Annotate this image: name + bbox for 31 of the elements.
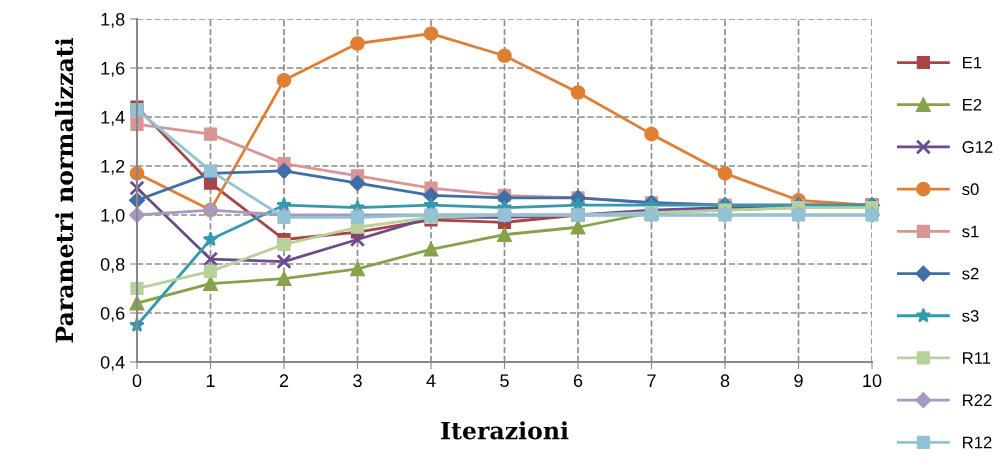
- legend-label: R22: [963, 394, 992, 406]
- x-tick-label: 5: [500, 374, 509, 388]
- y-tick-label: 1,0: [101, 208, 125, 224]
- x-tick-label: 4: [426, 374, 436, 387]
- legend-label: E2: [963, 98, 982, 111]
- legend-label: R12: [963, 436, 992, 449]
- y-tick-label: 0,6: [100, 306, 125, 322]
- legend-label: s0: [962, 183, 979, 196]
- x-tick-label: 10: [863, 374, 882, 388]
- x-tick-label: 6: [573, 374, 583, 388]
- legend-label: G12: [962, 141, 993, 153]
- y-tick-label: 1,6: [101, 61, 125, 77]
- legend-label: s1: [962, 225, 979, 238]
- x-tick-label: 2: [279, 374, 289, 387]
- y-tick-label: 1,8: [101, 12, 125, 28]
- y-tick-label: 1,2: [101, 159, 125, 175]
- legend-label: s2: [962, 267, 979, 280]
- x-tick-label: 1: [206, 374, 215, 387]
- legend-label: E1: [963, 56, 982, 69]
- y-axis-title: Parametri normalizzati: [55, 37, 74, 343]
- x-tick-label: 0: [132, 374, 142, 388]
- y-tick-label: 0,4: [100, 355, 125, 371]
- legend-label: s3: [962, 309, 979, 322]
- y-tick-label: 1,4: [101, 111, 125, 126]
- x-tick-label: 8: [720, 374, 730, 388]
- y-tick-label: 0,8: [100, 257, 125, 273]
- x-tick-label: 7: [647, 374, 656, 387]
- legend-label: R11: [963, 352, 991, 364]
- x-axis-title: Iterazioni: [441, 421, 569, 440]
- x-tick-label: 9: [794, 374, 803, 388]
- x-tick-label: 3: [353, 374, 362, 388]
